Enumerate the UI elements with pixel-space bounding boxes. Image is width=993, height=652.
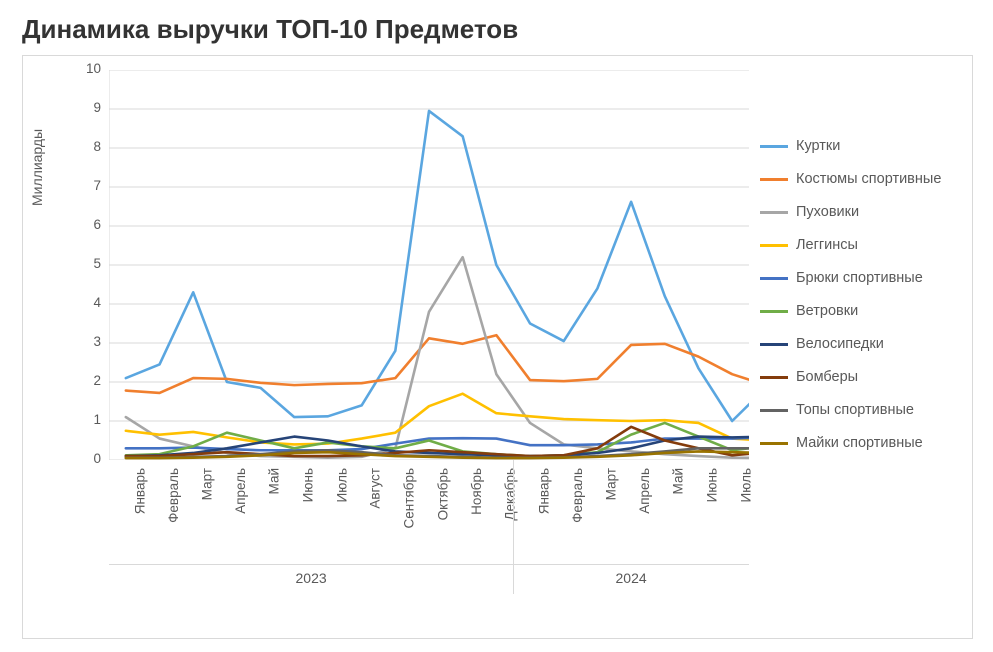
year-group-rule xyxy=(109,564,513,565)
y-tick-label: 5 xyxy=(67,256,101,271)
x-tick-label: Июнь xyxy=(704,468,719,502)
y-tick-label: 0 xyxy=(67,451,101,466)
legend-label: Велосипедки xyxy=(796,336,884,352)
legend-swatch xyxy=(760,310,788,313)
legend-label: Ветровки xyxy=(796,303,858,319)
y-tick-label: 3 xyxy=(67,334,101,349)
legend-label: Костюмы спортивные xyxy=(796,171,941,187)
year-label: 2024 xyxy=(601,570,661,586)
legend-item: Костюмы спортивные xyxy=(760,171,960,187)
legend-label: Пуховики xyxy=(796,204,859,220)
chart-svg xyxy=(109,70,749,460)
y-tick-label: 7 xyxy=(67,178,101,193)
legend-item: Ветровки xyxy=(760,303,960,319)
legend-label: Бомберы xyxy=(796,369,858,385)
x-tick-label: Апрель xyxy=(233,468,248,514)
y-tick-label: 2 xyxy=(67,373,101,388)
legend-label: Леггинсы xyxy=(796,237,858,253)
legend-item: Топы спортивные xyxy=(760,402,960,418)
x-tick-label: Март xyxy=(199,468,214,500)
series-line xyxy=(126,111,749,421)
y-tick-label: 4 xyxy=(67,295,101,310)
year-separator xyxy=(513,460,514,594)
legend-label: Топы спортивные xyxy=(796,402,914,418)
chart-title: Динамика выручки ТОП-10 Предметов xyxy=(22,14,975,45)
x-tick-label: Март xyxy=(603,468,618,500)
x-tick-label: Август xyxy=(368,468,383,509)
y-tick-label: 10 xyxy=(67,61,101,76)
x-tick-label: Ноябрь xyxy=(469,468,484,515)
legend-label: Куртки xyxy=(796,138,840,154)
x-tick-label: Май xyxy=(267,468,282,494)
legend-item: Майки спортивные xyxy=(760,435,960,451)
x-tick-label: Февраль xyxy=(166,468,181,523)
year-group-rule xyxy=(513,564,749,565)
legend-label: Брюки спортивные xyxy=(796,270,923,286)
legend-swatch xyxy=(760,442,788,445)
legend-item: Куртки xyxy=(760,138,960,154)
legend-item: Бомберы xyxy=(760,369,960,385)
x-tick-label: Декабрь xyxy=(502,468,517,521)
x-tick-label: Июль xyxy=(738,468,753,502)
legend-swatch xyxy=(760,211,788,214)
legend-swatch xyxy=(760,277,788,280)
x-tick-label: Июль xyxy=(334,468,349,502)
legend-swatch xyxy=(760,376,788,379)
legend-item: Брюки спортивные xyxy=(760,270,960,286)
x-tick-label: Февраль xyxy=(570,468,585,523)
plot-area xyxy=(109,70,749,460)
legend-swatch xyxy=(760,409,788,412)
y-axis-title: Миллиарды xyxy=(29,129,45,206)
x-tick-label: Октябрь xyxy=(435,468,450,520)
year-label: 2023 xyxy=(281,570,341,586)
series-line xyxy=(126,257,749,458)
legend-item: Леггинсы xyxy=(760,237,960,253)
y-tick-label: 1 xyxy=(67,412,101,427)
y-tick-label: 9 xyxy=(67,100,101,115)
legend-label: Майки спортивные xyxy=(796,435,923,451)
x-tick-label: Январь xyxy=(132,468,147,514)
y-tick-label: 8 xyxy=(67,139,101,154)
legend-swatch xyxy=(760,244,788,247)
legend: Куртки Костюмы спортивные Пуховики Леггинсы… xyxy=(760,138,960,468)
x-tick-label: Июнь xyxy=(300,468,315,502)
legend-swatch xyxy=(760,178,788,181)
y-tick-label: 6 xyxy=(67,217,101,232)
chart-frame: Миллиарды 0 1 2 3 4 5 6 7 8 9 10 Январь Февраль Март… xyxy=(22,55,973,639)
legend-item: Пуховики xyxy=(760,204,960,220)
x-tick-label: Январь xyxy=(536,468,551,514)
legend-swatch xyxy=(760,145,788,148)
x-tick-label: Сентябрь xyxy=(401,468,416,528)
x-tick-label: Апрель xyxy=(637,468,652,514)
x-tick-label: Май xyxy=(671,468,686,494)
legend-item: Велосипедки xyxy=(760,336,960,352)
legend-swatch xyxy=(760,343,788,346)
